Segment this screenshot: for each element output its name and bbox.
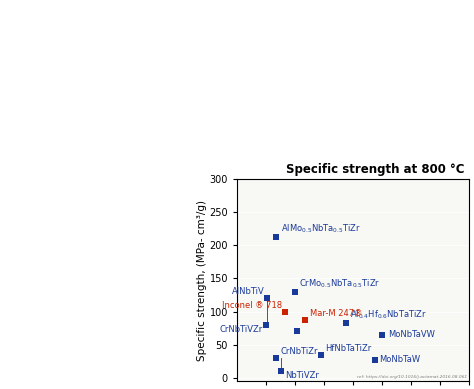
Text: CrMo$_{0.5}$NbTa$_{0.5}$TiZr: CrMo$_{0.5}$NbTa$_{0.5}$TiZr: [300, 277, 381, 290]
Text: Al$_{0.4}$Hf$_{0.6}$NbTaTiZr: Al$_{0.4}$Hf$_{0.6}$NbTaTiZr: [350, 308, 428, 321]
Text: NbTiVZr: NbTiVZr: [285, 371, 319, 380]
Text: AlMo$_{0.5}$NbTa$_{0.5}$TiZr: AlMo$_{0.5}$NbTa$_{0.5}$TiZr: [281, 222, 361, 235]
Text: HfNbTaTiZr: HfNbTaTiZr: [326, 344, 372, 353]
Text: Inconel ® 718: Inconel ® 718: [222, 301, 282, 310]
Text: Mar-M 247®: Mar-M 247®: [310, 308, 362, 317]
Text: CrNbTiZr: CrNbTiZr: [281, 347, 318, 356]
Text: AlNbTiV: AlNbTiV: [232, 287, 264, 296]
Text: Specific strength at 800 °C: Specific strength at 800 °C: [286, 163, 465, 176]
Text: MoNbTaW: MoNbTaW: [379, 356, 420, 364]
Text: ref: https://doi.org/10.1016/j.actamat.2016.08.061: ref: https://doi.org/10.1016/j.actamat.2…: [357, 375, 467, 379]
Y-axis label: Specific strength, (MPa- cm³/g): Specific strength, (MPa- cm³/g): [197, 200, 207, 361]
Text: MoNbTaVW: MoNbTaVW: [388, 330, 435, 339]
Text: CrNbTiVZr: CrNbTiVZr: [220, 325, 263, 334]
